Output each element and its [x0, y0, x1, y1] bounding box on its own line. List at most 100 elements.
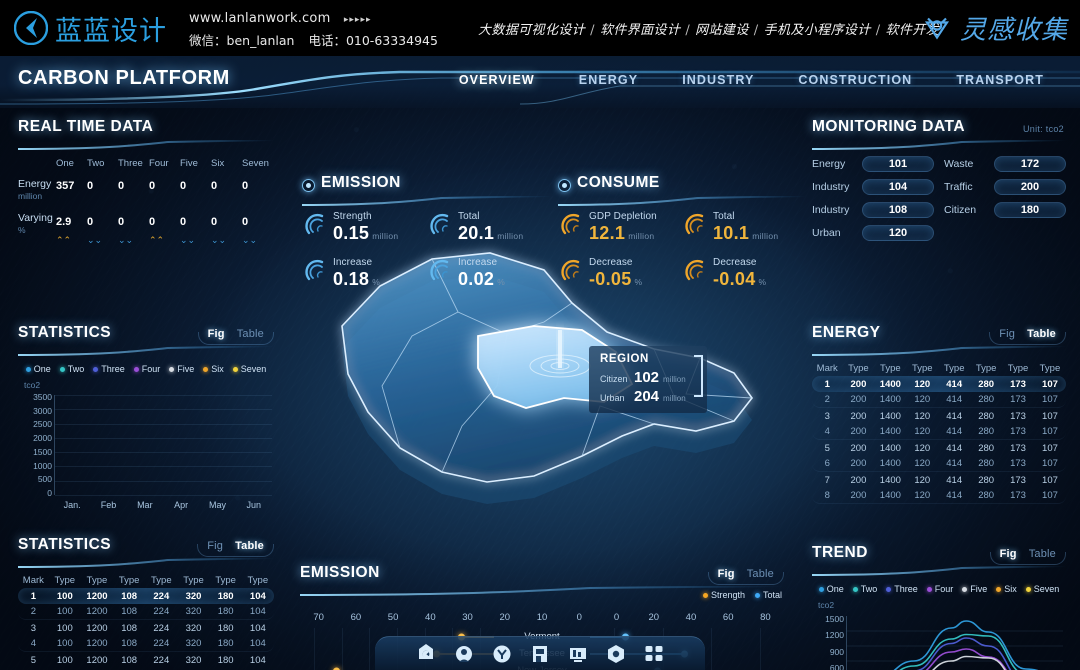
- legend-item[interactable]: Three: [886, 584, 918, 594]
- rt-col-five: Five: [180, 158, 198, 169]
- bar-group[interactable]: [164, 395, 200, 495]
- swirl-blue-icon: [305, 259, 324, 281]
- legend-item[interactable]: Strength: [702, 590, 745, 600]
- table-row[interactable]: 1 100 1200 108 224 320 180 104: [18, 588, 274, 604]
- bar-group[interactable]: [236, 395, 272, 495]
- table-cell: 180: [217, 654, 234, 666]
- main-nav[interactable]: OVERVIEW ENERGY INDUSTRY CONSTRUCTION TR…: [437, 73, 1066, 87]
- emission-kpi-list: Strength 0.15 million Total 20.1 million: [302, 210, 552, 302]
- document-icon[interactable]: [530, 644, 550, 664]
- table-row[interactable]: 3 200 1400 120 414 280 173 107: [812, 408, 1066, 424]
- promo-url: www.lanlanwork.com: [189, 10, 331, 26]
- legend-item[interactable]: Two: [59, 364, 84, 374]
- table-row[interactable]: 5 200 1400 120 414 280 173 107: [812, 440, 1066, 456]
- legend-label: Four: [141, 364, 161, 374]
- legend-item[interactable]: Five: [169, 364, 194, 374]
- table-row[interactable]: 6 200 1400 120 414 280 173 107: [812, 456, 1066, 472]
- legend-item[interactable]: Seven: [232, 364, 266, 374]
- toggle-table[interactable]: Table: [235, 540, 264, 552]
- nav-item-energy[interactable]: ENERGY: [578, 73, 639, 87]
- toggle-fig[interactable]: Fig: [207, 328, 225, 340]
- legend-item[interactable]: Four: [133, 364, 161, 374]
- toggle-fig[interactable]: Fig: [999, 548, 1017, 560]
- page-title: CARBON PLATFORM: [18, 67, 230, 89]
- bar-group[interactable]: [200, 395, 236, 495]
- fig-table-toggle[interactable]: Fig Table: [197, 538, 274, 557]
- legend-item[interactable]: Three: [93, 364, 125, 374]
- table-cell: 120: [914, 442, 931, 454]
- table-cell: 173: [1010, 458, 1026, 469]
- consume-title: CONSUME: [577, 174, 660, 191]
- rt-value: 0: [242, 180, 249, 192]
- table-row[interactable]: 1 200 1400 120 414 280 173 107: [812, 376, 1066, 392]
- emission-axis: 70 60 50 40 30 20 10 0 0 20 40 60 80: [300, 612, 784, 623]
- table-cell: 100: [56, 654, 73, 666]
- realtime-grid: One Two Three Four Five Six Seven Energy…: [18, 156, 274, 248]
- toggle-fig[interactable]: Fig: [207, 540, 224, 552]
- emission-title: EMISSION: [321, 174, 401, 191]
- table-row[interactable]: 3 100 1200 108 224 320 180 104: [18, 620, 274, 636]
- toggle-table[interactable]: Table: [1028, 548, 1056, 560]
- title-underline-decoration: [812, 140, 1066, 150]
- kpi-value: 20.1: [458, 223, 495, 243]
- nav-item-industry[interactable]: INDUSTRY: [682, 73, 755, 87]
- rt-col-six: Six: [211, 158, 225, 169]
- legend-item[interactable]: One: [25, 364, 51, 374]
- energy-table[interactable]: Mark Type Type Type Type Type Type Type 1 200 1400…: [812, 360, 1066, 504]
- grid-apps-icon[interactable]: [644, 644, 664, 664]
- table-row[interactable]: 8 200 1400 120 414 280 173 107: [812, 488, 1066, 504]
- trend-down-icon: ⌄⌄: [211, 235, 227, 245]
- toggle-fig[interactable]: Fig: [999, 328, 1016, 340]
- table-cell: 200: [850, 474, 867, 486]
- table-row[interactable]: 2 200 1400 120 414 280 173 107: [812, 392, 1066, 408]
- toggle-table[interactable]: Table: [746, 568, 774, 580]
- fig-table-toggle[interactable]: Fig Table: [197, 326, 275, 345]
- legend-item[interactable]: One: [818, 584, 844, 594]
- table-cell: 120: [914, 426, 931, 437]
- bar-group[interactable]: [55, 395, 91, 495]
- legend-item[interactable]: Seven: [1025, 584, 1059, 594]
- table-row[interactable]: 2 100 1200 108 224 320 180 104: [18, 604, 274, 620]
- toggle-table[interactable]: Table: [1027, 328, 1056, 340]
- legend-item[interactable]: Six: [996, 584, 1017, 594]
- table-cell: 107: [1042, 474, 1058, 486]
- toggle-table[interactable]: Table: [236, 328, 264, 340]
- table-cell: 104: [249, 654, 266, 666]
- toggle-fig[interactable]: Fig: [717, 568, 735, 580]
- nav-item-transport[interactable]: TRANSPORT: [956, 73, 1044, 87]
- home-icon[interactable]: [416, 643, 436, 664]
- nav-item-overview[interactable]: OVERVIEW: [458, 73, 535, 87]
- monitoring-row: Industry 104: [812, 179, 934, 195]
- fig-table-toggle[interactable]: Fig Table: [989, 546, 1067, 565]
- legend-item[interactable]: Six: [203, 364, 224, 374]
- table-cell: 280: [978, 410, 995, 422]
- legend-item[interactable]: Five: [962, 584, 987, 594]
- bottom-dock[interactable]: [375, 636, 705, 670]
- rt-row-label: Varying: [18, 212, 53, 224]
- rt-value: 0: [180, 180, 187, 192]
- legend-item[interactable]: Total: [754, 590, 782, 600]
- table-cell: 280: [978, 474, 995, 486]
- fig-table-toggle[interactable]: Fig Table: [707, 566, 785, 585]
- table-row[interactable]: 5 100 1200 108 224 320 180 104: [18, 652, 274, 668]
- table-row[interactable]: 4 200 1400 120 414 280 173 107: [812, 424, 1066, 440]
- table-cell: 108: [121, 654, 138, 666]
- legend-item[interactable]: Four: [926, 584, 953, 594]
- hexagon-icon[interactable]: [606, 644, 626, 664]
- settings-gear-icon[interactable]: [454, 644, 474, 664]
- y-tick: 3000: [33, 405, 52, 416]
- table-row[interactable]: 7 200 1400 120 414 280 173 107: [812, 472, 1066, 488]
- table-cell: 7: [824, 474, 830, 486]
- fig-table-toggle[interactable]: Fig Table: [989, 326, 1066, 345]
- chart-bars-icon[interactable]: [568, 644, 588, 664]
- target-icon[interactable]: [492, 644, 512, 664]
- statistics-table[interactable]: Mark Type Type Type Type Type Type Type 1 100 1200…: [18, 572, 274, 670]
- legend-item[interactable]: Two: [852, 584, 877, 594]
- bar-group[interactable]: [127, 395, 163, 495]
- tooltip-row: Citizen 102 million: [600, 369, 697, 386]
- table-row[interactable]: 4 100 1200 108 224 320 180 104: [18, 636, 274, 652]
- rt-row-unit: %: [18, 225, 26, 235]
- legend-swatch-icon: [93, 366, 99, 372]
- nav-item-construction[interactable]: CONSTRUCTION: [798, 73, 913, 87]
- bar-group[interactable]: [91, 395, 127, 495]
